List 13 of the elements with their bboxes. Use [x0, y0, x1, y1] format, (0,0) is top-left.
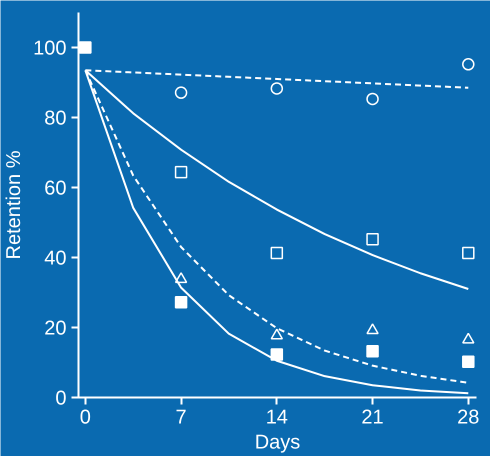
y-tick-label: 40 [44, 248, 67, 270]
y-tick-label: 80 [44, 108, 67, 130]
x-tick-label: 21 [361, 406, 384, 428]
y-tick-label: 60 [44, 178, 67, 200]
y-tick-label: 100 [33, 38, 67, 60]
x-tick-label: 0 [80, 406, 91, 428]
x-tick-label: 28 [457, 406, 480, 428]
y-axis-title: Retention % [3, 150, 26, 260]
x-tick-label: 14 [266, 406, 288, 428]
y-tick-label: 0 [55, 388, 66, 410]
x-tick-label: 7 [176, 406, 187, 428]
y-tick-label: 20 [44, 318, 67, 340]
x-axis-title: Days [254, 432, 300, 454]
